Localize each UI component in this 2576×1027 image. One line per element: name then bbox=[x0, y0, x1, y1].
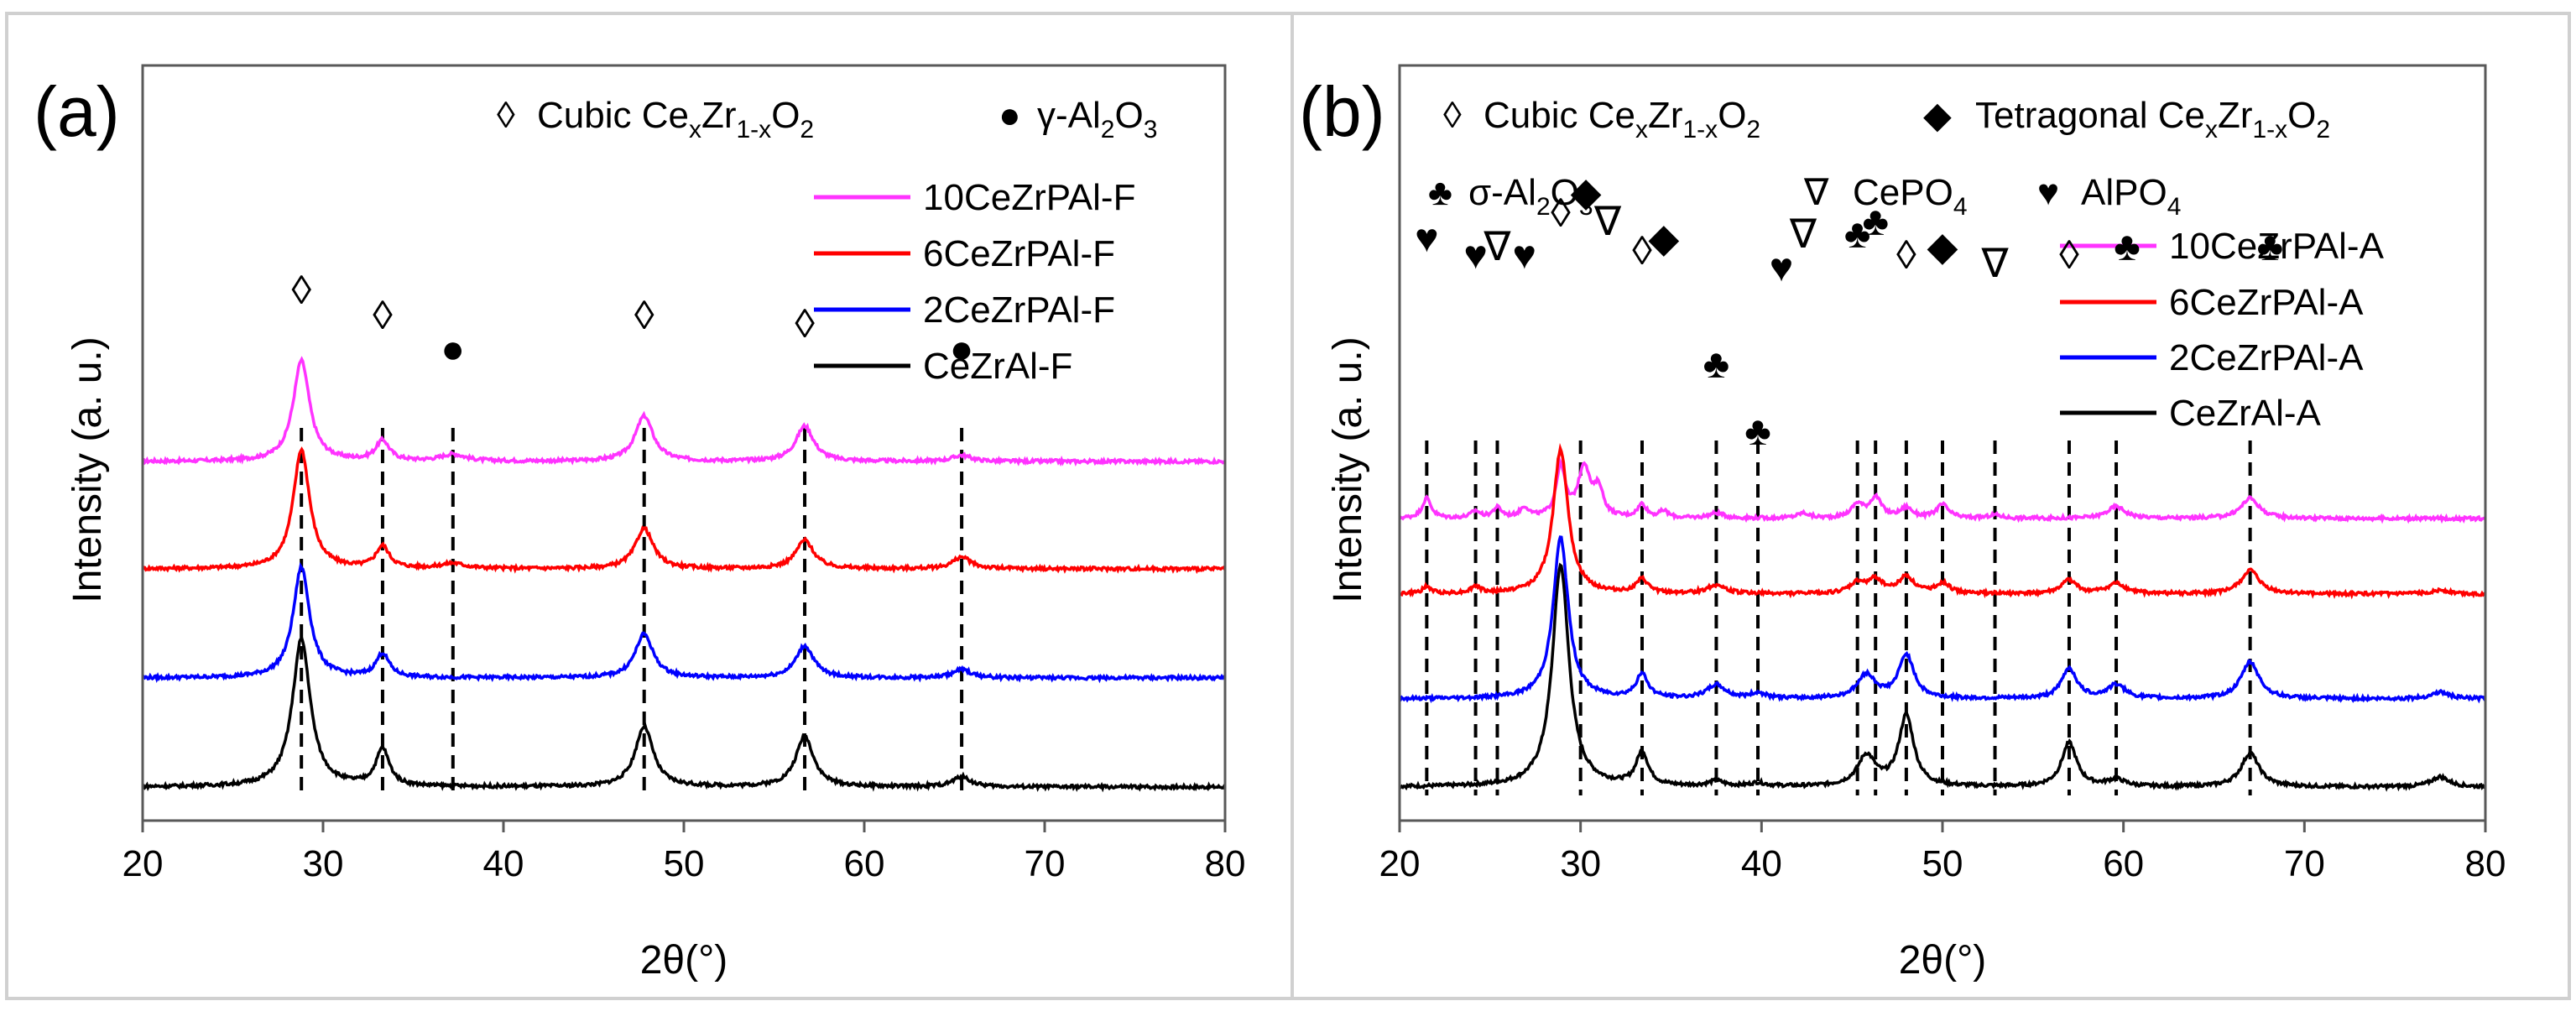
cubic-b-marker-icon: ◊ bbox=[1443, 95, 1462, 136]
panel-b-peak-marker-14: ♣ bbox=[1862, 200, 1889, 244]
sigma-alumina-key-label: σ-Al2O3 bbox=[1468, 172, 1593, 221]
legend-label-CeZrAl-A: CeZrAl-A bbox=[2169, 393, 2322, 434]
panel-b-x-axis-label: 2θ(°) bbox=[1899, 938, 1987, 983]
panel-b-peak-marker-13: ♣ bbox=[1844, 212, 1871, 257]
legend-label-2CeZrPAl-F: 2CeZrPAl-F bbox=[923, 289, 1115, 331]
panel-b-tick-label-60: 60 bbox=[2103, 843, 2144, 884]
cepo4-marker-icon: ∇ bbox=[1803, 172, 1829, 213]
panel-a-x-ticks: 20 30 40 50 60 70 80 bbox=[123, 821, 1246, 884]
panel-b-tick-label-20: 20 bbox=[1379, 843, 1421, 884]
panel-a-peak-marker-5: ● bbox=[950, 327, 974, 372]
panel-b-series bbox=[1398, 442, 2487, 792]
panel-b-y-axis-label: Intensity (a. u.) bbox=[1326, 336, 1370, 602]
panel-b-peak-marker-3: ♥ bbox=[1513, 233, 1537, 278]
series-line-cezral-f bbox=[142, 634, 1227, 793]
panel-b-tick-label-40: 40 bbox=[1741, 843, 1782, 884]
panel-b-peak-marker-7: ◊ bbox=[1632, 229, 1652, 274]
cepo4-key-label: CePO4 bbox=[1853, 172, 1968, 221]
panel-b-peak-marker-20: ♣ bbox=[2257, 225, 2284, 269]
panel-a-tick-label-20: 20 bbox=[123, 843, 164, 884]
panel-a-label: (a) bbox=[34, 72, 120, 151]
panel-b-peak-marker-9: ♣ bbox=[1703, 342, 1730, 387]
panel-a-series bbox=[141, 356, 1227, 793]
legend-label-6CeZrPAl-F: 6CeZrPAl-F bbox=[923, 233, 1115, 274]
panel-b-peak-marker-0: ♥ bbox=[1415, 216, 1439, 261]
panel-b-peak-marker-15: ◊ bbox=[1896, 233, 1916, 278]
legend-label-CeZrAl-F: CeZrAl-F bbox=[923, 346, 1072, 387]
panel-b-peak-marker-19: ♣ bbox=[2114, 225, 2141, 269]
series-line-2cezrpal-f bbox=[141, 561, 1226, 684]
panel-b-peak-marker-5: ◆ bbox=[1571, 170, 1602, 215]
panel-b-peak-marker-4: ◊ bbox=[1551, 191, 1571, 236]
cubic-b-key-label: Cubic CexZr1-xO2 bbox=[1484, 95, 1760, 143]
panel-b-peak-marker-18: ◊ bbox=[2059, 233, 2079, 278]
panel-a-peak-marker-0: ◊ bbox=[291, 268, 311, 313]
panel-b-peak-marker-17: ∇ bbox=[1980, 242, 2009, 286]
alpo4-key-label: AlPO4 bbox=[2081, 172, 2181, 221]
panel-b-peak-marker-12: ∇ bbox=[1789, 212, 1817, 257]
legend-label-2CeZrPAl-A: 2CeZrPAl-A bbox=[2169, 337, 2364, 378]
panel-b-legend: 10CeZrPAl-A 6CeZrPAl-A 2CeZrPAl-A CeZrAl… bbox=[2060, 226, 2385, 434]
panel-b-label: (b) bbox=[1299, 72, 1385, 151]
panel-b: (b) ◊ Cubic CexZr1-xO2 ◆ Tetragonal CexZ… bbox=[1299, 64, 2506, 983]
series-line-cezral-a bbox=[1398, 562, 2486, 792]
panel-b-tick-label-80: 80 bbox=[2465, 843, 2506, 884]
gamma-alumina-marker-icon: ● bbox=[999, 95, 1021, 136]
legend-label-10CeZrPAl-F: 10CeZrPAl-F bbox=[923, 177, 1135, 218]
cubic-marker-icon: ◊ bbox=[497, 95, 515, 136]
legend-label-6CeZrPAl-A: 6CeZrPAl-A bbox=[2169, 282, 2364, 323]
panel-b-peak-marker-11: ♥ bbox=[1770, 246, 1794, 290]
panel-b-peak-marker-6: ∇ bbox=[1593, 200, 1622, 244]
panel-a-marker-key: ◊ Cubic CexZr1-xO2 ● γ-Al2O3 bbox=[497, 95, 1157, 143]
panel-a-peak-marker-2: ● bbox=[441, 327, 465, 372]
panel-b-peak-marker-8: ◆ bbox=[1648, 216, 1679, 261]
panel-a-x-axis-label: 2θ(°) bbox=[640, 938, 728, 983]
panel-b-frame bbox=[1291, 12, 2571, 1000]
panel-b-x-ticks: 20 30 40 50 60 70 80 bbox=[1379, 821, 2506, 884]
panel-a-tick-label-60: 60 bbox=[844, 843, 885, 884]
tetragonal-key-label: Tetragonal CexZr1-xO2 bbox=[1975, 95, 2330, 143]
legend-label-10CeZrPAl-A: 10CeZrPAl-A bbox=[2169, 226, 2385, 267]
panel-a-reference-lines bbox=[300, 428, 964, 795]
gamma-alumina-key-label: γ-Al2O3 bbox=[1037, 95, 1157, 143]
tetragonal-marker-icon: ◆ bbox=[1923, 95, 1952, 136]
series-line-10cezrpal-a bbox=[1398, 456, 2486, 524]
series-line-6cezrpal-a bbox=[1399, 442, 2487, 600]
panel-a-tick-label-50: 50 bbox=[664, 843, 705, 884]
panel-b-tick-label-30: 30 bbox=[1560, 843, 1601, 884]
cubic-key-label: Cubic CexZr1-xO2 bbox=[537, 95, 814, 143]
panel-a-peak-marker-4: ◊ bbox=[795, 302, 815, 347]
panel-b-tick-label-70: 70 bbox=[2284, 843, 2325, 884]
panel-a-peak-annotations: ◊ ◊ ● ◊ ◊ ● bbox=[291, 268, 973, 372]
panel-a-tick-label-80: 80 bbox=[1205, 843, 1246, 884]
panel-a-y-axis-label: Intensity (a. u.) bbox=[65, 336, 110, 602]
panel-a-legend: 10CeZrPAl-F 6CeZrPAl-F 2CeZrPAl-F CeZrAl… bbox=[814, 177, 1135, 387]
panel-a-peak-marker-1: ◊ bbox=[373, 294, 393, 338]
sigma-alumina-marker-icon: ♣ bbox=[1428, 172, 1452, 213]
panel-b-marker-key: ◊ Cubic CexZr1-xO2 ◆ Tetragonal CexZr1-x… bbox=[1428, 95, 2330, 221]
series-line-10cezrpal-f bbox=[142, 356, 1227, 467]
panel-b-tick-label-50: 50 bbox=[1922, 843, 1963, 884]
series-line-2cezrpal-a bbox=[1399, 535, 2487, 704]
panel-b-peak-marker-16: ◆ bbox=[1927, 225, 1958, 269]
panel-a-tick-label-30: 30 bbox=[303, 843, 344, 884]
panel-b-peak-annotations: ♥ ♥∇ ♥◊ ◆∇◊◆♣♣♥∇ ♣♣◊ ◆ ∇ ◊ ♣ ♣ bbox=[1415, 170, 2283, 454]
series-line-6cezrpal-f bbox=[141, 446, 1227, 575]
panel-b-peak-marker-1: ♥ bbox=[1463, 233, 1488, 278]
panel-b-peak-marker-2: ∇ bbox=[1483, 225, 1511, 269]
panel-b-peak-marker-10: ♣ bbox=[1744, 409, 1771, 454]
alpo4-marker-icon: ♥ bbox=[2037, 172, 2059, 213]
panel-a: (a) ◊ Cubic CexZr1-xO2 ● γ-Al2O3 10CeZrP… bbox=[34, 64, 1246, 983]
panel-a-frame bbox=[5, 12, 1294, 1000]
panel-a-peak-marker-3: ◊ bbox=[634, 294, 654, 338]
panel-a-tick-label-40: 40 bbox=[483, 843, 524, 884]
panel-a-tick-label-70: 70 bbox=[1025, 843, 1066, 884]
